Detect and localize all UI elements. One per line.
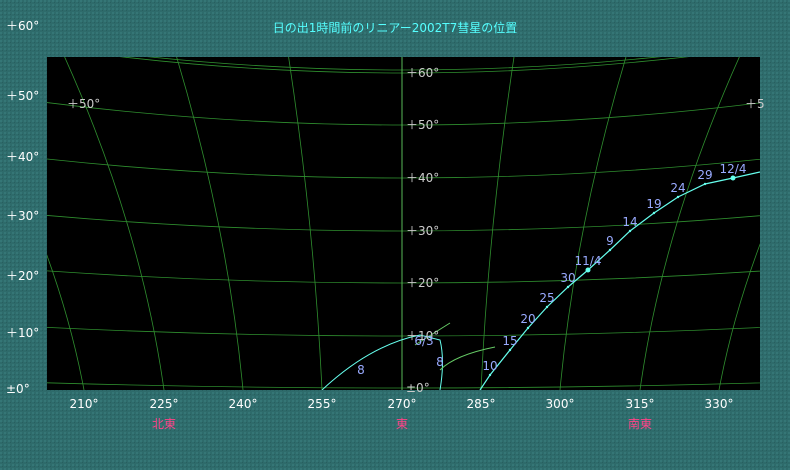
date-dot [676,195,680,199]
direction-label: 北東 [152,417,176,431]
date-label: 11/4 [575,254,602,268]
main-path [479,171,760,390]
comet-path [321,171,760,390]
altitude-label: ±0° [406,381,430,395]
azimuth-line [718,243,760,390]
altitude-line [47,326,760,337]
azimuth-label: 240° [229,397,258,411]
date-label: 9 [606,234,614,248]
date-label: 25 [539,291,554,305]
direction-label: 南東 [628,416,652,431]
date-label: 8 [357,363,365,377]
altitude-line [47,158,760,179]
date-label: 15 [502,334,517,348]
date-label: 20 [520,312,535,326]
date-label: 6/3 [414,334,433,348]
altitude-line [47,215,760,232]
altitude-label: ＋50° [67,97,100,111]
azimuth-line [480,57,515,390]
date-dot [703,182,707,186]
altitude-label: ＋10° [406,329,439,343]
azimuth-line [47,254,85,390]
date-dot [508,348,512,352]
date-label: 29 [697,168,712,182]
altitude-line [47,102,760,126]
altitude-label: ＋40° [6,150,39,164]
azimuth-label: 210° [70,397,99,411]
date-dot [488,373,492,377]
azimuth-line [639,57,740,390]
date-dot [526,326,530,330]
altitude-label: ＋30° [406,224,439,238]
date-label: 12/4 [720,162,747,176]
azimuth-line [288,57,323,390]
altitude-label: ＋60° [406,66,439,80]
early-path [321,334,443,390]
altitude-label: ±0° [6,382,30,396]
azimuth-label: 285° [467,397,496,411]
date-label: 8 [436,355,444,369]
date-label: 24 [670,181,685,195]
azimuth-label: 255° [308,397,337,411]
azimuth-label: 300° [546,397,575,411]
altitude-label: ＋10° [6,326,39,340]
plot-area [47,57,760,390]
azimuth-line [64,57,165,390]
altitude-line [47,382,760,389]
altitude-label: ＋20° [6,269,39,283]
altitude-label: ＋40° [406,171,439,185]
date-dot [608,248,612,252]
altitude-line [147,57,662,71]
altitude-label: ＋5 [745,97,765,111]
date-label: 10 [482,359,497,373]
azimuth-label: 315° [626,397,655,411]
date-dot [730,175,736,181]
labels: 日の出1時間前のリニアー2002T7彗星の位置 ＋60° ＋50° ＋40° ＋30° ＋… [6,19,765,431]
altitude-line [47,270,760,284]
grid [47,57,760,390]
date-dot [585,267,591,273]
altitude-line [119,57,689,74]
altitude-label: ＋50° [406,118,439,132]
altitude-label: ＋60° [6,19,39,33]
direction-label: 東 [396,417,408,431]
azimuth-label: 270° [388,397,417,411]
azimuth-line [176,57,244,390]
date-dot [628,229,632,233]
date-dot [566,285,570,289]
azimuth-label: 225° [150,397,179,411]
date-label: 19 [646,197,661,211]
date-label: 14 [622,215,637,229]
early-path-branch [414,322,496,371]
title: 日の出1時間前のリニアー2002T7彗星の位置 [273,20,517,35]
date-dot [545,305,549,309]
altitude-label: ＋50° [6,89,39,103]
date-dot [652,211,656,215]
azimuth-line [559,57,627,390]
azimuth-label: 330° [705,397,734,411]
altitude-label: ＋30° [6,209,39,223]
altitude-label: ＋20° [406,276,439,290]
date-label: 30 [560,271,575,285]
